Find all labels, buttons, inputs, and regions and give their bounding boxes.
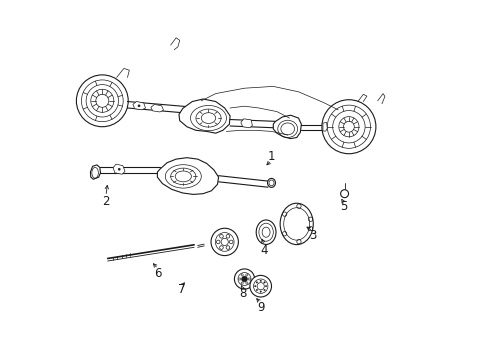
Circle shape: [265, 285, 266, 287]
Circle shape: [263, 282, 264, 283]
Circle shape: [256, 282, 257, 283]
Circle shape: [138, 105, 140, 107]
Circle shape: [241, 276, 247, 282]
Circle shape: [221, 238, 228, 246]
Circle shape: [256, 289, 257, 291]
Circle shape: [253, 279, 267, 293]
Polygon shape: [151, 104, 163, 112]
Circle shape: [215, 233, 234, 251]
Ellipse shape: [256, 220, 275, 244]
Circle shape: [338, 117, 358, 137]
Ellipse shape: [267, 178, 275, 187]
Circle shape: [263, 289, 264, 291]
Ellipse shape: [280, 203, 313, 245]
Polygon shape: [273, 115, 301, 139]
Circle shape: [343, 121, 354, 132]
Circle shape: [96, 94, 108, 107]
Text: 3: 3: [308, 229, 316, 242]
Polygon shape: [113, 164, 125, 174]
Circle shape: [211, 228, 238, 256]
Circle shape: [340, 190, 348, 198]
Text: 1: 1: [267, 150, 275, 163]
Text: 8: 8: [239, 287, 246, 300]
Text: 9: 9: [256, 301, 264, 314]
Circle shape: [86, 85, 118, 117]
Text: 4: 4: [260, 244, 267, 257]
Polygon shape: [241, 119, 252, 128]
Circle shape: [118, 168, 120, 170]
Text: 2: 2: [102, 195, 109, 208]
Circle shape: [76, 75, 128, 127]
Text: 7: 7: [177, 283, 185, 296]
Circle shape: [249, 275, 271, 297]
Text: 6: 6: [154, 267, 162, 280]
Circle shape: [254, 285, 256, 287]
Circle shape: [326, 105, 370, 148]
Circle shape: [91, 89, 114, 112]
Circle shape: [238, 273, 250, 285]
Polygon shape: [179, 99, 230, 133]
Circle shape: [260, 291, 261, 292]
Polygon shape: [90, 165, 101, 179]
Circle shape: [234, 269, 254, 289]
Circle shape: [257, 283, 264, 290]
Circle shape: [332, 111, 365, 143]
Polygon shape: [157, 158, 218, 194]
Circle shape: [260, 280, 261, 282]
Circle shape: [81, 80, 123, 122]
Circle shape: [321, 100, 375, 154]
Polygon shape: [133, 102, 145, 110]
Text: 5: 5: [339, 201, 346, 213]
Polygon shape: [322, 122, 326, 131]
